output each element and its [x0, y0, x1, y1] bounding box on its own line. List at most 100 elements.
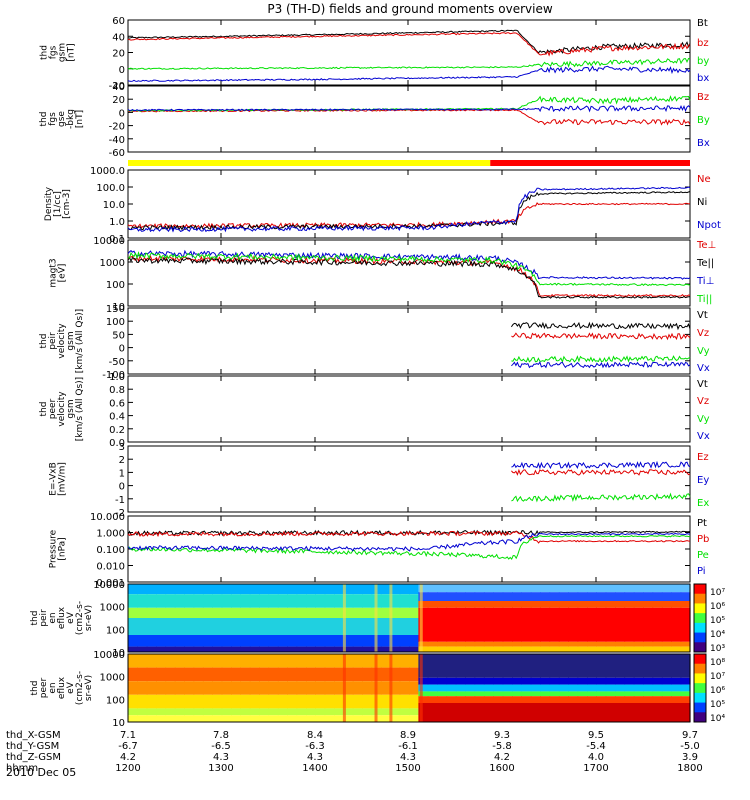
spectrogram-cell [643, 607, 654, 642]
y-tick-label: 60 [112, 16, 125, 27]
spectrogram-cell [156, 708, 167, 716]
spectrogram-cell [418, 641, 429, 647]
x-axis-value: 4.3 [307, 752, 323, 763]
spectrogram-cell [437, 641, 448, 647]
spectrogram-cell [549, 703, 560, 722]
spectrogram-cell [427, 696, 438, 703]
spectrogram-cell [390, 607, 401, 618]
spectrogram-cell [615, 601, 626, 608]
spectrogram-cell [296, 681, 307, 695]
spectrogram-cell [558, 691, 569, 697]
spectrogram-cell [399, 694, 410, 709]
spectrogram-cell [128, 654, 138, 668]
spectrogram-cell [221, 646, 232, 652]
spectrogram-cell [493, 691, 504, 697]
legend-entry: Pi [697, 566, 706, 577]
spectrogram-cell [680, 654, 691, 678]
spectrogram-cell [661, 696, 672, 703]
series-line-Npot [127, 186, 691, 233]
spectrogram-cell [624, 696, 635, 703]
spectrogram-cell [174, 681, 185, 695]
spectrogram-cell [277, 694, 288, 709]
spectrogram-cell [540, 646, 551, 652]
spectrogram-cell [362, 667, 373, 682]
spectrogram-cell [512, 584, 522, 593]
spectrogram-cell [418, 703, 429, 722]
panel-frame [127, 515, 691, 583]
panel-frame [127, 375, 691, 443]
spectrogram-cell [577, 654, 588, 678]
spectrogram-cell [128, 681, 138, 695]
panel-frame [127, 85, 691, 153]
spectrogram-cell [343, 654, 354, 668]
x-axis-value: -6.3 [305, 741, 325, 752]
spectrogram-cell [540, 601, 551, 608]
spectrogram-cell [380, 594, 391, 608]
spectrogram-cell [455, 654, 466, 678]
spectrogram-cell [287, 708, 298, 716]
spectrogram-cell [455, 601, 466, 608]
spectrogram-cell [409, 708, 419, 716]
spectrogram-cell [427, 607, 438, 642]
spectrogram-cell [249, 618, 260, 635]
spectrogram-cell [146, 584, 157, 595]
spectrogram-cell [324, 667, 335, 682]
y-tick-label: 0 [119, 344, 125, 355]
spectrogram-cell [409, 594, 419, 608]
x-axis-value: -6.1 [398, 741, 418, 752]
spectrogram-cell [465, 592, 476, 601]
spectrogram-cell [137, 694, 148, 709]
spectrogram-cell [521, 691, 532, 697]
y-tick-label: -60 [109, 148, 125, 159]
spectrogram-cell [137, 635, 148, 647]
spectrogram-cell [455, 646, 466, 652]
spectrogram-cell [268, 584, 279, 595]
spectrogram-cell [540, 677, 551, 685]
spectrogram-cell [277, 584, 288, 595]
y-axis-label-line: sr-eV) [84, 675, 94, 701]
spectrogram-cell [306, 681, 316, 695]
spectrogram-cell [231, 708, 241, 716]
spectrogram-cell [633, 641, 644, 647]
spectrogram-cell [156, 584, 167, 595]
spectrogram-cell [306, 667, 316, 682]
spectrogram-cell [146, 646, 157, 652]
x-axis-value: 4.3 [213, 752, 229, 763]
spectrogram-cell [446, 592, 457, 601]
spectrogram-cell [521, 696, 532, 703]
y-axis-label-line: gsm [66, 331, 76, 350]
spectrogram-cell [324, 708, 335, 716]
spectrogram-cell [643, 691, 654, 697]
spectrogram-cell [633, 696, 644, 703]
spectrogram-cell [156, 607, 167, 618]
series-line-bx [127, 65, 691, 82]
y-tick-label: 10.000 [90, 512, 125, 523]
spectrogram-cell [315, 646, 326, 652]
spectrogram-cell [643, 696, 654, 703]
x-axis-row-label: thd_Y-GSM [6, 741, 59, 752]
x-axis-row-label: thd_X-GSM [6, 730, 61, 741]
spectrogram-cell [568, 584, 579, 593]
spectrogram-cell [259, 607, 270, 618]
spectrogram-cell [174, 715, 185, 722]
y-tick-label: 1000.0 [90, 166, 125, 177]
spectrogram-cell [624, 677, 635, 685]
panel-10: 10000 1000 100 10 thdpeerenefluxeV(cm2-s-sr-… [30, 650, 725, 729]
spectrogram-cell [558, 684, 569, 692]
spectrogram-cell [521, 607, 532, 642]
spectrogram-cell [315, 635, 326, 647]
y-tick-label: 40 [112, 32, 125, 43]
spectrogram-cell [174, 654, 185, 668]
spectrogram-cell [437, 607, 448, 642]
spectrogram-cell [296, 584, 307, 595]
spectrogram-cell [324, 715, 335, 722]
spectrogram-cell [549, 654, 560, 678]
spectrogram-cell [437, 696, 448, 703]
spectrogram-cell [577, 703, 588, 722]
legend-entry: Bt [697, 18, 708, 29]
spectrogram-cell [680, 703, 691, 722]
x-axis-value: -6.5 [211, 741, 231, 752]
y-tick-label: 1000 [100, 673, 125, 684]
spectrogram-cell [624, 641, 635, 647]
spectrogram-cell [249, 715, 260, 722]
